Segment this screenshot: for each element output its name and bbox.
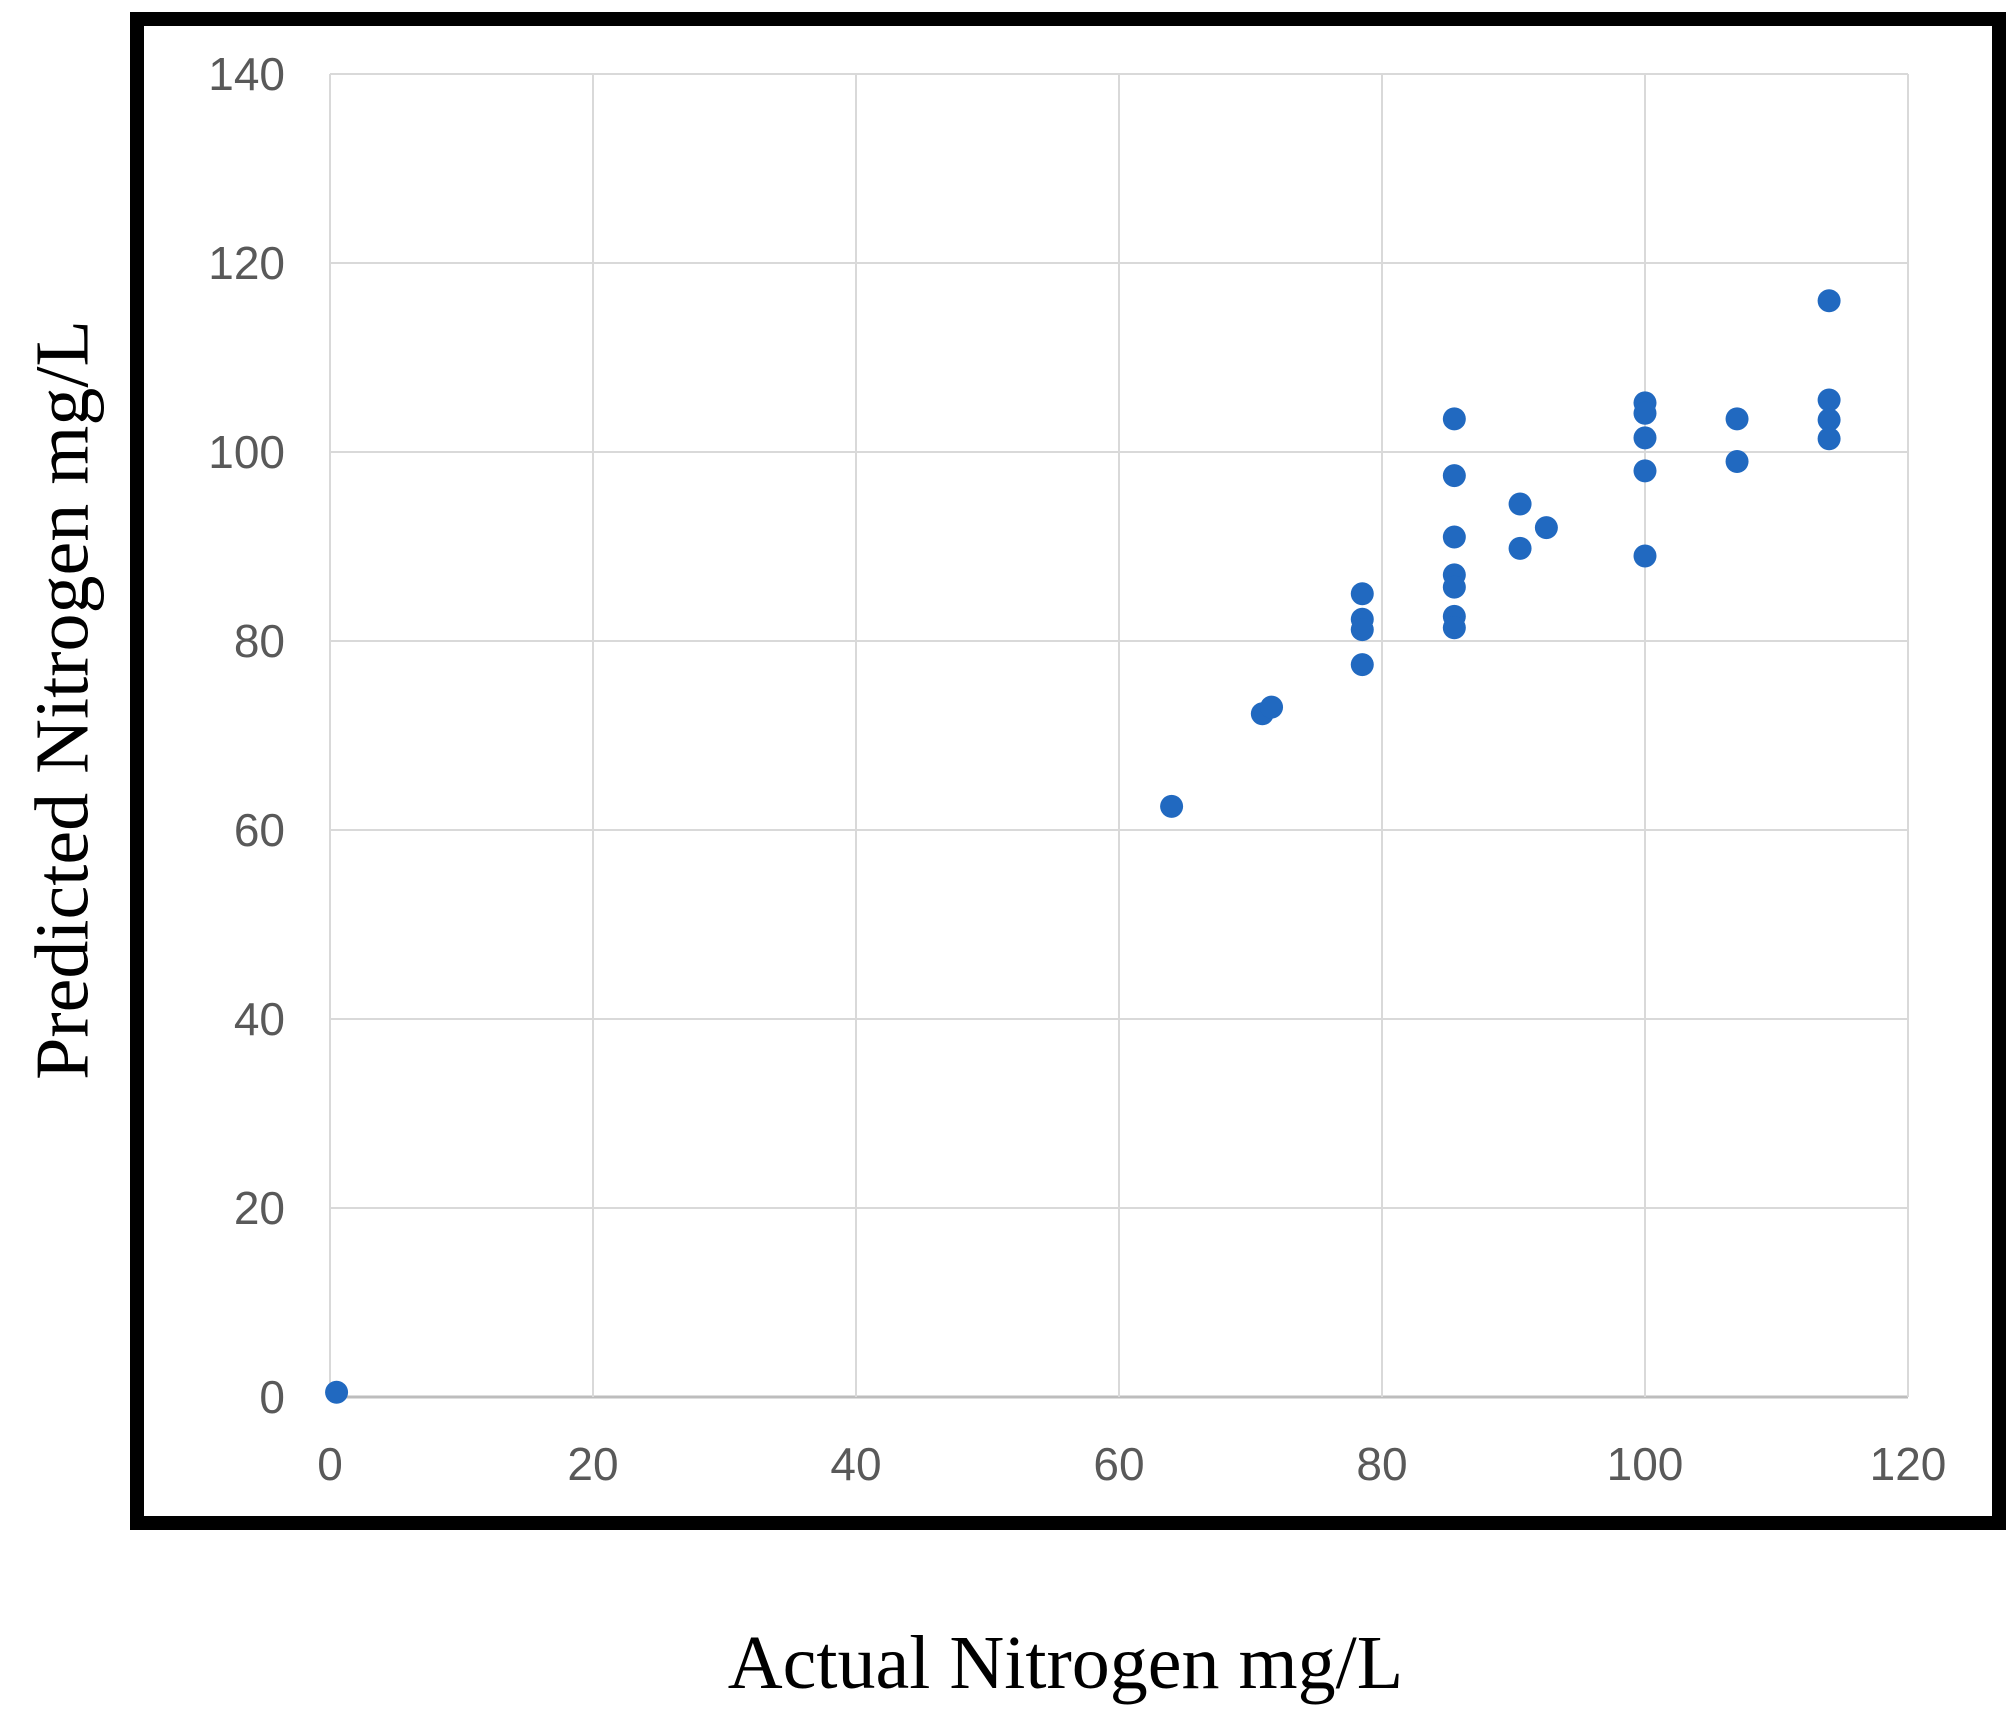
y-tick-label-80: 80: [234, 615, 285, 667]
y-tick-label-0: 0: [259, 1371, 285, 1423]
data-point: [1260, 695, 1284, 719]
data-point: [1350, 618, 1374, 642]
data-point: [1534, 516, 1558, 540]
x-tick-label-20: 20: [567, 1438, 618, 1490]
y-tick-label-20: 20: [234, 1182, 285, 1234]
data-point: [1442, 616, 1466, 640]
data-point: [1817, 408, 1841, 432]
x-tick-label-40: 40: [830, 1438, 881, 1490]
data-point: [1442, 407, 1466, 431]
data-point: [1442, 575, 1466, 599]
data-point: [1160, 794, 1184, 818]
data-point: [1633, 544, 1657, 568]
y-tick-label-140: 140: [208, 48, 285, 100]
x-tick-label-120: 120: [1870, 1438, 1947, 1490]
data-point: [1725, 449, 1749, 473]
data-point: [1725, 407, 1749, 431]
data-point: [1817, 388, 1841, 412]
x-axis-title: Actual Nitrogen mg/L: [727, 1621, 1404, 1705]
x-tick-label-0: 0: [317, 1438, 343, 1490]
data-point: [1350, 582, 1374, 606]
y-axis-title: Predicted Nitrogen mg/L: [20, 320, 105, 1080]
x-tick-label-100: 100: [1607, 1438, 1684, 1490]
data-point: [325, 1380, 349, 1404]
x-tick-label-80: 80: [1356, 1438, 1407, 1490]
x-tick-label-60: 60: [1093, 1438, 1144, 1490]
data-point: [1633, 459, 1657, 483]
data-point: [1442, 464, 1466, 488]
data-point: [1633, 401, 1657, 425]
data-point: [1508, 492, 1532, 516]
chart-border: [130, 12, 2006, 1530]
y-tick-label-40: 40: [234, 993, 285, 1045]
data-point: [1508, 536, 1532, 560]
y-tick-label-60: 60: [234, 804, 285, 856]
data-point: [1633, 426, 1657, 450]
y-tick-label-100: 100: [208, 426, 285, 478]
y-tick-label-120: 120: [208, 237, 285, 289]
data-point: [1817, 289, 1841, 313]
data-point: [1350, 653, 1374, 677]
data-point: [1817, 427, 1841, 451]
data-point: [1442, 525, 1466, 549]
